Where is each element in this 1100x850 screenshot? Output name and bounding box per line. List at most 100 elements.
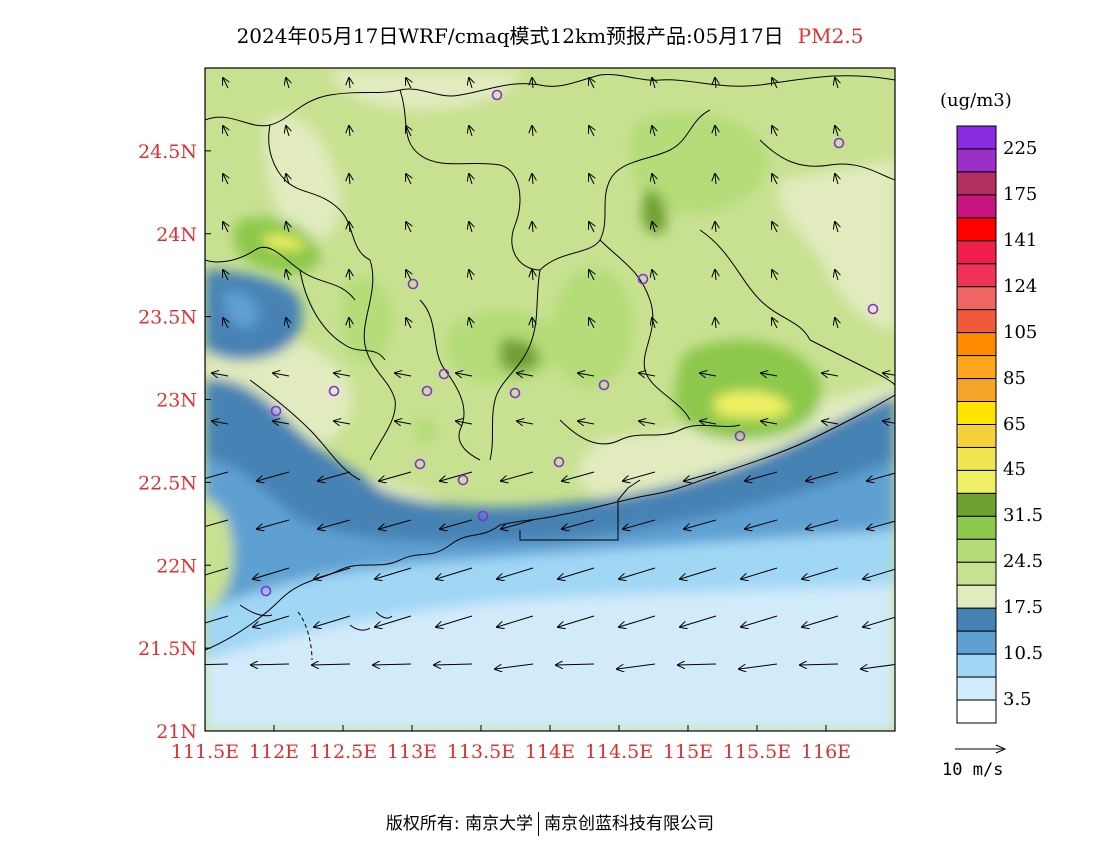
wind-arrow-icon [212,373,229,376]
x-tick-label: 116E [801,741,851,763]
wind-arrow-icon [898,222,899,232]
wind-arrow-icon [517,373,534,376]
wind-arrow-icon [205,519,229,527]
legend-bin-label: 45 [1003,459,1026,481]
station-marker [457,474,469,486]
y-tick-label: 23.5N [138,307,197,329]
wind-arrow-icon [680,567,717,579]
wind-arrow-icon [772,126,777,137]
wind-reference-arrow-icon [955,744,1007,754]
wind-arrow-icon [532,126,533,137]
wind-arrow-icon [652,318,655,329]
wind-arrow-icon [700,373,717,376]
wind-arrow-icon [223,174,228,185]
y-tick-label: 22.5N [138,472,197,494]
wind-arrow-icon [761,421,778,424]
wind-arrow-icon [578,421,595,424]
wind-arrow-icon [379,519,412,529]
wind-arrow-icon [652,126,655,137]
wind-arrow-icon [617,663,656,669]
x-tick-label: 112E [249,741,299,763]
legend-colorbar [956,125,997,724]
wind-arrow-icon [715,222,716,233]
legend-bin [956,538,997,563]
wind-arrow-icon [800,664,839,665]
wind-arrow-icon [589,270,594,281]
wind-arrow-icon [835,78,838,89]
wind-arrow-icon [772,270,777,281]
wind-arrow-icon [898,174,899,184]
wind-arrow-icon [867,472,895,481]
legend-bin [956,309,997,334]
wind-arrow-icon [558,567,595,579]
wind-arrow-icon [223,222,228,233]
legend-bin [956,492,997,517]
wind-arrow-icon [251,664,290,665]
wind-arrow-icon [469,222,472,233]
wind-arrow-icon [556,664,595,665]
wind-arrow-icon [589,174,594,185]
station-markers [260,89,879,597]
wind-arrow-icon [623,519,656,529]
wind-arrow-icon [517,421,534,424]
wind-arrow-icon [772,174,777,185]
legend-bin [956,515,997,540]
wind-arrow-icon [589,126,594,137]
wind-arrow-icon [558,615,595,627]
wind-arrow-icon [223,78,228,89]
x-tick-label: 115E [663,741,713,763]
x-tick-label: 111.5E [171,741,239,763]
legend-bin [956,286,997,311]
title-pollutant: PM2.5 [797,24,864,48]
legend-bin [956,401,997,425]
wind-arrow-icon [623,471,656,481]
wind-arrow-icon [334,421,351,424]
legend-bin-label: 124 [1003,275,1038,297]
legend-bin-label: 65 [1003,413,1026,435]
legend-bin [956,194,997,219]
station-marker [260,585,272,597]
wind-arrow-icon [349,318,350,329]
legend-bin-label: 141 [1003,229,1038,251]
legend-bin [956,561,997,586]
wind-arrow-icon [745,519,778,529]
wind-arrow-icon [652,174,655,185]
legend-bin-label: 105 [1003,321,1038,343]
wind-arrow-icon [253,567,290,579]
wind-arrow-icon [205,567,229,576]
station-marker [637,273,649,285]
y-tick-label: 24N [156,224,197,246]
wind-arrow-icon [349,126,350,137]
legend-bin-label: 17.5 [1003,597,1044,619]
x-tick-label: 113.5E [447,741,515,763]
legend-bin [956,378,997,403]
chart-title: 2024年05月17日WRF/cmaq模式12km预报产品:05月17日 PM2.… [0,20,1100,49]
x-tick-label: 112.5E [309,741,377,763]
wind-arrow-icon [898,318,899,328]
legend-bin [956,263,997,288]
wind-arrow-icon [273,373,290,376]
wind-arrow-icon [652,222,655,233]
station-marker [421,385,433,397]
legend-bin [956,676,997,701]
wind-arrow-icon [532,318,533,329]
wind-arrow-icon [497,615,534,627]
copyright-org2: 南京创蓝科技有限公司 [544,814,715,834]
x-tick-label: 113E [387,741,437,763]
legend-bin [956,355,997,380]
wind-arrow-icon [318,519,351,529]
legend-units: (ug/m3) [940,90,1012,111]
legend-bin [956,217,997,242]
wind-arrow-icon [715,318,716,329]
wind-arrow-icon [286,222,289,233]
wind-arrow-icon [375,615,412,627]
y-tick-label: 24.5N [138,141,197,163]
title-main: 2024年05月17日WRF/cmaq模式12km预报产品:05月17日 [236,24,784,48]
wind-arrow-icon [684,471,717,481]
station-marker [414,458,426,470]
wind-arrow-icon [822,373,839,376]
wind-arrow-icon [349,222,350,233]
wind-arrow-icon [835,222,838,233]
wind-arrow-icon [806,471,839,481]
wind-arrow-icon [589,318,594,329]
